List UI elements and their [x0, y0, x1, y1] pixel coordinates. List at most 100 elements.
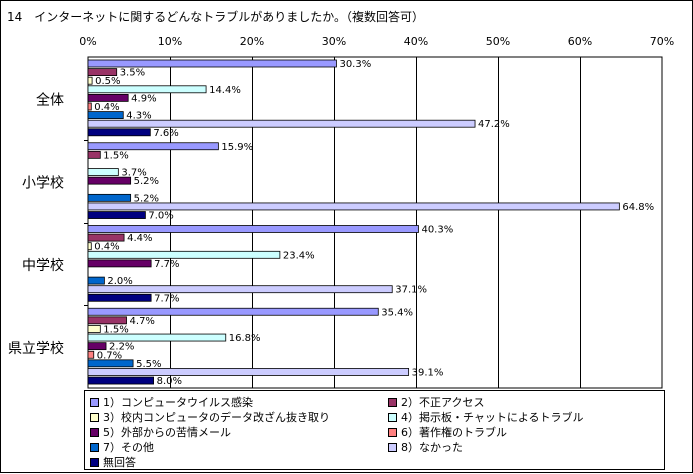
- data-label: 5.2%: [134, 193, 159, 204]
- legend-swatch: [90, 412, 99, 422]
- bar: [87, 250, 281, 259]
- legend-label: 6）著作権のトラブル: [401, 426, 507, 439]
- legend-swatch: [388, 427, 397, 437]
- data-label: 4.3%: [126, 111, 151, 122]
- data-label: 3.7%: [121, 168, 146, 179]
- bar: [87, 128, 151, 137]
- data-label: 7.7%: [154, 259, 179, 270]
- bar: [87, 368, 410, 376]
- bar: [87, 76, 93, 85]
- data-label: 0.7%: [97, 350, 122, 361]
- data-label: 3.5%: [120, 68, 145, 79]
- legend-label: 無回答: [103, 456, 136, 469]
- bar: [87, 193, 132, 202]
- data-label: 16.8%: [229, 333, 261, 344]
- data-label: 5.2%: [134, 176, 159, 187]
- bar: [87, 316, 127, 325]
- data-label: 4.7%: [130, 316, 155, 327]
- data-label: 7.0%: [148, 211, 173, 222]
- data-label: 35.4%: [381, 307, 413, 318]
- legend-swatch: [90, 442, 99, 452]
- bar: [87, 150, 101, 159]
- data-label: 23.4%: [283, 250, 315, 261]
- category-label: 全体: [36, 92, 64, 109]
- bar: [87, 111, 124, 119]
- bar: [87, 285, 393, 294]
- legend-item: 7）その他: [90, 440, 154, 454]
- x-tick-label: 10%: [158, 35, 182, 48]
- data-label: 1.5%: [103, 324, 128, 335]
- bar: [87, 102, 92, 111]
- legend-label: 5）外部からの苦情メール: [103, 426, 231, 439]
- data-label: 0.5%: [95, 76, 120, 87]
- data-label: 40.3%: [421, 225, 453, 236]
- bar: [87, 325, 101, 333]
- bar: [87, 202, 620, 211]
- bar: [87, 307, 379, 316]
- legend: 1）コンピュータウイルス感染 2）不正アクセス 3）校内コンピュータのデータ改ざん抜…: [84, 390, 665, 470]
- x-tick-label: 30%: [322, 35, 346, 48]
- data-label: 8.0%: [157, 376, 182, 387]
- legend-swatch: [90, 457, 99, 467]
- data-label: 7.7%: [154, 293, 179, 304]
- x-tick-label: 60%: [568, 35, 592, 48]
- data-label: 5.5%: [136, 359, 161, 370]
- legend-swatch: [90, 397, 99, 407]
- legend-item: 4）掲示板・チャットによるトラブル: [388, 410, 584, 424]
- data-label: 4.4%: [127, 233, 152, 244]
- bar: [87, 259, 152, 268]
- bar: [87, 233, 125, 242]
- bar: [87, 211, 146, 219]
- legend-label: 7）その他: [103, 441, 154, 454]
- data-label: 7.6%: [153, 128, 178, 139]
- legend-item: 6）著作権のトラブル: [388, 425, 507, 439]
- bar: [87, 333, 227, 342]
- x-tick-label: 70%: [650, 35, 674, 48]
- x-tick-label: 40%: [404, 35, 428, 48]
- data-label: 37.1%: [395, 285, 427, 296]
- plot-area: [87, 56, 663, 389]
- data-label: 30.3%: [339, 59, 371, 70]
- bar: [87, 342, 107, 351]
- bar: [87, 168, 119, 176]
- category-label: 中学校: [22, 257, 64, 274]
- chart-title: 14 インターネットに関するどんなトラブルがありましたか。（複数回答可）: [7, 9, 424, 24]
- data-label: 0.4%: [94, 242, 119, 253]
- legend-swatch: [388, 412, 397, 422]
- bar: [87, 376, 154, 385]
- bar: [87, 293, 152, 302]
- data-label: 14.4%: [209, 85, 241, 96]
- legend-swatch: [90, 427, 99, 437]
- data-label: 39.1%: [412, 367, 444, 378]
- legend-item: 3）校内コンピュータのデータ改ざん抜き取り: [90, 410, 330, 424]
- data-label: 15.9%: [221, 142, 253, 153]
- bar: [87, 225, 419, 233]
- bar: [87, 359, 134, 368]
- legend-item: 無回答: [90, 455, 136, 469]
- data-label: 0.4%: [94, 102, 119, 113]
- data-label: 2.0%: [107, 276, 132, 287]
- bar: [87, 176, 132, 185]
- legend-label: 4）掲示板・チャットによるトラブル: [401, 411, 584, 424]
- data-label: 2.2%: [109, 342, 134, 353]
- x-tick-label: 20%: [240, 35, 264, 48]
- bar: [87, 59, 337, 68]
- legend-item: 8）なかった: [388, 440, 463, 454]
- x-tick-label: 0%: [79, 35, 96, 48]
- bar: [87, 142, 219, 151]
- data-label: 4.9%: [131, 93, 156, 104]
- bar: [87, 85, 207, 94]
- legend-label: 8）なかった: [401, 441, 463, 454]
- bar: [87, 68, 118, 76]
- data-label: 47.2%: [478, 119, 510, 130]
- bar: [87, 119, 476, 128]
- legend-label: 1）コンピュータウイルス感染: [103, 396, 253, 409]
- bar: [87, 276, 105, 285]
- bar: [87, 94, 129, 102]
- legend-label: 2）不正アクセス: [401, 396, 485, 409]
- bar: [87, 350, 95, 359]
- data-label: 64.8%: [622, 202, 654, 213]
- legend-swatch: [388, 397, 397, 407]
- legend-item: 1）コンピュータウイルス感染: [90, 395, 253, 409]
